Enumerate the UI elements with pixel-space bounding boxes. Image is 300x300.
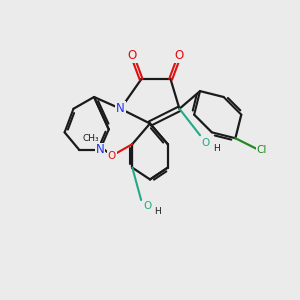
Text: O: O [128,49,137,62]
Text: N: N [116,102,125,115]
Text: N: N [96,143,104,157]
Text: O: O [143,201,151,211]
Text: Cl: Cl [257,145,267,155]
Text: CH₃: CH₃ [83,134,99,143]
Text: H: H [213,144,220,153]
Text: O: O [108,151,116,161]
Text: O: O [175,49,184,62]
Text: O: O [202,138,210,148]
Text: H: H [154,207,161,216]
